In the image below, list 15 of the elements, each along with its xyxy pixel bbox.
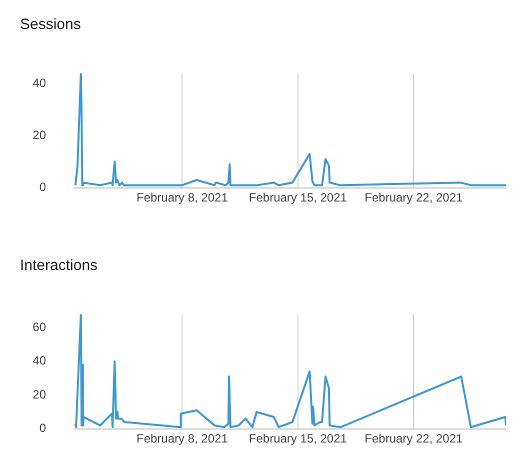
y-tick-label: 0 [39, 421, 46, 436]
x-tick-label: February 22, 2021 [364, 190, 464, 204]
y-tick-label: 20 [32, 128, 46, 142]
x-tick-label: February 8, 2021 [136, 431, 228, 446]
y-tick-label: 0 [39, 180, 46, 194]
x-tick-label: February 15, 2021 [248, 431, 348, 446]
chart-title: Sessions [19, 15, 82, 35]
x-tick-label: February 15, 2021 [248, 190, 348, 204]
y-tick-label: 20 [32, 387, 46, 402]
y-tick-label: 40 [32, 76, 46, 90]
y-tick-label: 60 [32, 320, 46, 334]
x-tick-label: February 22, 2021 [364, 431, 464, 446]
y-tick-label: 40 [32, 354, 46, 368]
x-tick-label: February 8, 2021 [136, 190, 228, 204]
chart-title: Interactions [19, 256, 99, 276]
